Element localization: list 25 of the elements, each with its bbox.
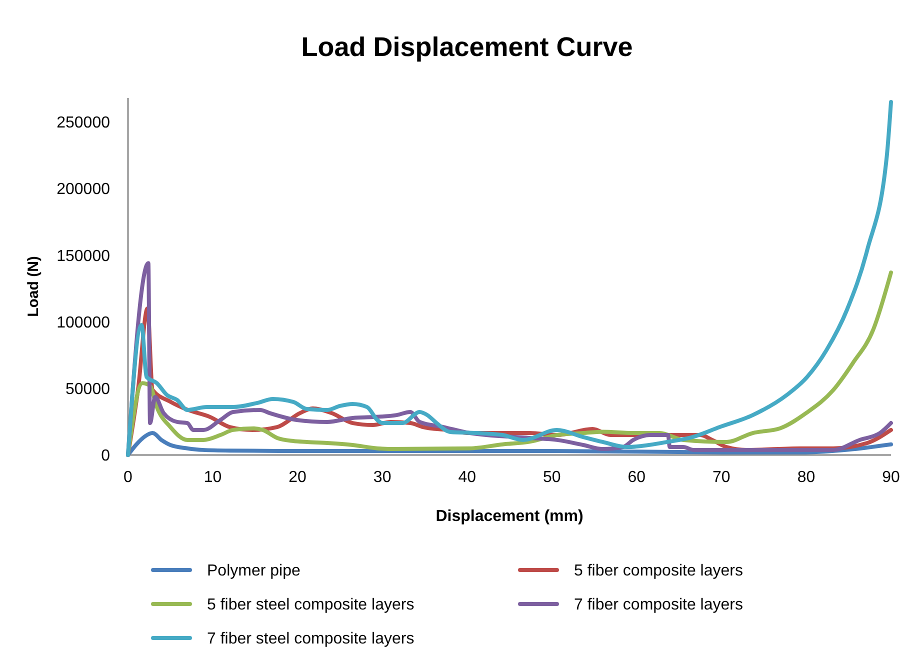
- y-tick-label: 0: [101, 448, 110, 465]
- y-axis-title: Load (N): [25, 256, 42, 317]
- x-tick-label: 40: [458, 469, 476, 486]
- x-tick-label: 90: [882, 469, 900, 486]
- legend-label: Polymer pipe: [207, 562, 300, 580]
- x-tick-label: 0: [124, 469, 133, 486]
- legend-label: 5 fiber steel composite layers: [207, 596, 414, 614]
- chart-title: Load Displacement Curve: [301, 32, 633, 62]
- y-tick-label: 100000: [56, 314, 110, 332]
- x-tick-label: 30: [373, 469, 392, 486]
- x-tick-label: 20: [288, 469, 307, 486]
- line-series: [126, 100, 893, 457]
- legend-label: 7 fiber composite layers: [574, 596, 743, 614]
- x-tick-label: 10: [204, 469, 222, 486]
- x-axis-title: Displacement (mm): [436, 508, 584, 525]
- x-tick-label: 60: [628, 469, 646, 486]
- y-tick-label: 50000: [66, 380, 110, 398]
- y-tick-label: 200000: [56, 181, 110, 198]
- legend-label: 5 fiber composite layers: [574, 562, 743, 580]
- y-tick-label: 150000: [56, 248, 110, 265]
- x-tick-label: 80: [797, 469, 816, 486]
- y-tick-label: 250000: [56, 114, 110, 132]
- x-tick-label: 70: [712, 469, 730, 486]
- legend-label: 7 fiber steel composite layers: [207, 630, 414, 648]
- x-tick-label: 50: [542, 469, 561, 486]
